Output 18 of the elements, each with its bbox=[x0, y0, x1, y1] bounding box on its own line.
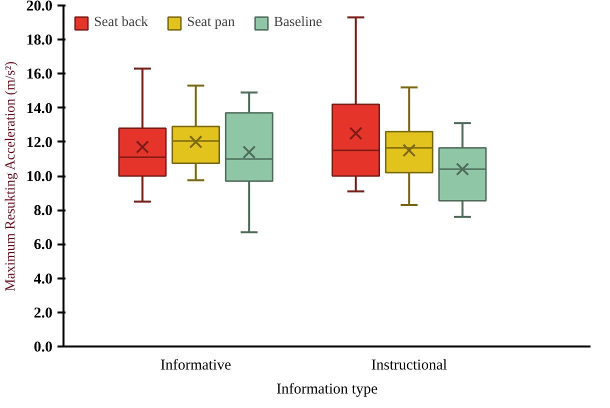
x-tick-label: Informative bbox=[160, 358, 232, 374]
y-tick-label: 6.0 bbox=[34, 237, 52, 254]
legend-label: Seat pan bbox=[187, 15, 235, 31]
y-tick-label: 0.0 bbox=[34, 340, 52, 356]
y-tick-label: 12.0 bbox=[26, 134, 52, 151]
legend-label: Seat back bbox=[94, 15, 148, 31]
x-axis-title: Information type bbox=[276, 382, 378, 398]
y-tick-label: 16.0 bbox=[26, 66, 52, 83]
x-tick-label: Instructional bbox=[371, 358, 448, 374]
y-tick-label: 18.0 bbox=[26, 32, 52, 49]
y-axis-title: Maximum Resukting Acceleration (m/s²) bbox=[3, 61, 18, 292]
y-tick-label: 10.0 bbox=[26, 169, 52, 185]
y-tick-label: 2.0 bbox=[34, 305, 52, 322]
y-tick-label: 8.0 bbox=[34, 203, 52, 220]
y-tick-label: 14.0 bbox=[26, 100, 52, 117]
y-tick-label: 4.0 bbox=[34, 271, 52, 288]
y-tick-label: 20.0 bbox=[26, 0, 52, 14]
legend-label: Baseline bbox=[274, 15, 322, 31]
